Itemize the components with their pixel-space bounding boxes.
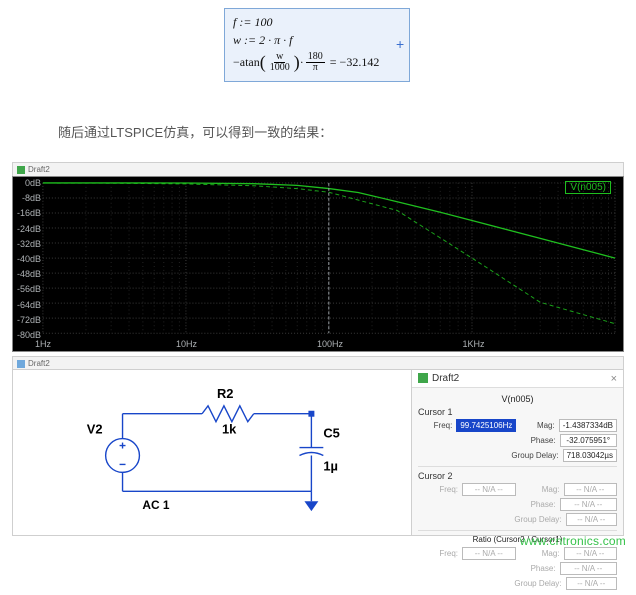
math-w: w (233, 33, 241, 47)
ltspice-schem-icon (17, 360, 25, 368)
schematic-title: Draft2 (28, 359, 50, 368)
bode-title: Draft2 (28, 165, 50, 174)
y-tick-label: -16dB (15, 208, 41, 218)
bode-plot-window: Draft2 V(n005) 0dB-8dB-16dB-24dB-32dB-40… (12, 162, 624, 352)
y-tick-label: -56dB (15, 284, 41, 294)
y-tick-label: -24dB (15, 224, 41, 234)
x-tick-label: 10Hz (176, 339, 197, 349)
y-tick-label: -48dB (15, 269, 41, 279)
r2-value: 1k (222, 422, 237, 437)
c5-value: 1µ (323, 458, 338, 473)
math-assign: := (239, 15, 251, 29)
cursor-dialog[interactable]: Draft2 × V(n005) Cursor 1 Freq: 99.74251… (411, 370, 623, 535)
x-tick-label: 1Hz (35, 339, 51, 349)
bode-plot-canvas[interactable]: V(n005) 0dB-8dB-16dB-24dB-32dB-40dB-48dB… (12, 176, 624, 352)
c5-ref: C5 (323, 426, 340, 441)
math-line-3: −atan ( w 1000 ) · 180 π = −32.142 (233, 51, 401, 74)
ltspice-plot-icon (418, 373, 428, 383)
ground-symbol (304, 501, 318, 511)
cursor1-phase-row: Phase: -32.075951° (418, 434, 617, 447)
math-equation-box: f := 100 w := 2 · π · f −atan ( w 1000 )… (224, 8, 410, 82)
cursor-dialog-titlebar[interactable]: Draft2 × (412, 370, 623, 388)
cursor2-label: Cursor 2 (418, 471, 617, 481)
math-cursor-cross-icon: + (396, 36, 404, 52)
watermark-text: www.cntronics.com (520, 534, 626, 548)
y-tick-label: -8dB (15, 193, 41, 203)
body-paragraph: 随后通过LTSPICE仿真，可以得到一致的结果： (58, 122, 332, 141)
x-tick-label: 1KHz (462, 339, 484, 349)
y-tick-label: -64dB (15, 300, 41, 310)
output-node (308, 411, 314, 417)
cursor1-phase-value[interactable]: -32.075951° (560, 434, 618, 447)
math-frac-180-pi: 180 π (306, 52, 325, 73)
cursor1-mag-value[interactable]: -1.4387334dB (559, 419, 617, 432)
lower-panel: Draft2 (12, 356, 624, 536)
dlg-trace-heading: V(n005) (418, 394, 617, 404)
schematic-canvas[interactable]: R2 1k C5 1µ V2 AC 1 (13, 370, 411, 535)
y-tick-label: -72dB (15, 315, 41, 325)
math-frac-w-1000: w 1000 (268, 52, 292, 73)
cursor1-freq-value[interactable]: 99.7425106Hz (456, 419, 516, 432)
v2-ref: V2 (87, 422, 103, 437)
schematic-titlebar[interactable]: Draft2 (12, 356, 624, 370)
ltspice-plot-icon (17, 166, 25, 174)
schematic-svg: R2 1k C5 1µ V2 AC 1 (13, 370, 411, 535)
v2-directive: AC 1 (142, 498, 170, 512)
cursor1-label: Cursor 1 (418, 407, 617, 417)
y-tick-label: 0dB (15, 178, 41, 188)
y-tick-label: -32dB (15, 239, 41, 249)
y-tick-label: -40dB (15, 254, 41, 264)
cursor1-gd-value[interactable]: 718.03042µs (563, 449, 617, 462)
cursor1-freq-row: Freq: 99.7425106Hz Mag: -1.4387334dB (418, 419, 617, 432)
x-tick-label: 100Hz (317, 339, 343, 349)
math-line-1: f := 100 (233, 15, 401, 31)
math-atan-prefix: −atan (233, 55, 260, 71)
cursor2-freq-row: Freq: -- N/A -- Mag: -- N/A -- (418, 483, 617, 496)
math-100: 100 (254, 15, 272, 29)
r2-ref: R2 (217, 386, 234, 401)
math-result: −32.142 (340, 55, 380, 71)
dlg-title-text: Draft2 (432, 373, 459, 384)
cursor1-gd-row: Group Delay: 718.03042µs (418, 449, 617, 462)
close-icon[interactable]: × (611, 373, 617, 385)
math-f: f (233, 15, 236, 29)
math-line-2: w := 2 · π · f (233, 33, 401, 49)
resistor-symbol (202, 406, 254, 422)
bode-plot-titlebar[interactable]: Draft2 (12, 162, 624, 176)
